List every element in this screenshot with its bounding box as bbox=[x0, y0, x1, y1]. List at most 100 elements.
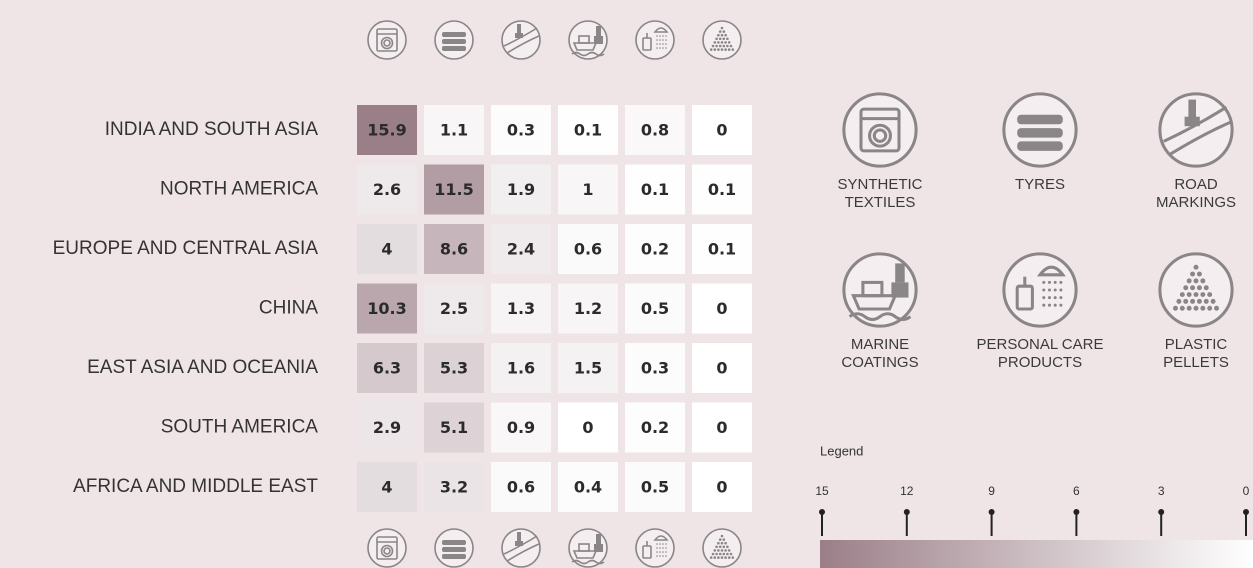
icon-circle bbox=[702, 528, 742, 568]
cell-value: 0.6 bbox=[574, 240, 602, 259]
legend-tick-pin bbox=[1243, 509, 1249, 515]
icon-part bbox=[1059, 296, 1063, 300]
category-label: SYNTHETIC TEXTILES bbox=[837, 176, 923, 211]
icon-part bbox=[665, 547, 667, 549]
icon-part bbox=[376, 536, 398, 560]
icon-part bbox=[713, 41, 717, 44]
category-icon bbox=[434, 528, 474, 568]
cell-value: 1.2 bbox=[574, 299, 602, 318]
icon-part bbox=[662, 43, 664, 45]
icon-part bbox=[1200, 292, 1206, 298]
category-label: ROAD MARKINGS bbox=[1155, 176, 1236, 211]
heatmap-cell bbox=[692, 343, 752, 393]
icon-part bbox=[1059, 288, 1063, 292]
cell-value: 0.9 bbox=[507, 418, 535, 437]
row-label: AFRICA AND MIDDLE EAST bbox=[73, 476, 318, 497]
icon-part bbox=[717, 41, 720, 44]
category-icon bbox=[1158, 252, 1234, 328]
heatmap-cell bbox=[357, 105, 417, 155]
icon-part bbox=[383, 547, 391, 555]
icon-part bbox=[1179, 292, 1185, 298]
icon-part bbox=[1207, 292, 1213, 298]
legend-tick-pin bbox=[1073, 509, 1080, 515]
icon-circle bbox=[635, 20, 675, 60]
heatmap-cell bbox=[625, 343, 685, 393]
icon-part bbox=[656, 555, 658, 557]
heatmap-cell bbox=[357, 224, 417, 274]
icon-part bbox=[665, 43, 667, 45]
category-icon bbox=[434, 20, 474, 60]
icon-part bbox=[715, 545, 718, 549]
heatmap-cell bbox=[558, 164, 618, 215]
icon-part bbox=[662, 551, 664, 553]
row-label: SOUTH AMERICA bbox=[161, 417, 319, 438]
category-icon bbox=[1002, 252, 1078, 328]
icon-part bbox=[722, 30, 726, 33]
icon-part bbox=[662, 47, 664, 49]
icon-part bbox=[442, 540, 466, 545]
legend-tick-pin bbox=[903, 509, 910, 515]
icon-part bbox=[1053, 296, 1057, 300]
heatmap-cell bbox=[491, 283, 551, 334]
cell-value: 5.1 bbox=[440, 418, 468, 437]
cell-value: 0.5 bbox=[641, 478, 669, 497]
cell-value: 1.1 bbox=[440, 121, 468, 140]
icon-part bbox=[653, 27, 669, 33]
cell-value: 5.3 bbox=[440, 359, 468, 378]
category-icon bbox=[367, 20, 407, 60]
heatmap-cell bbox=[357, 402, 417, 453]
heatmap-cell bbox=[357, 164, 417, 215]
category-icon bbox=[568, 528, 608, 568]
icon-part bbox=[659, 39, 661, 41]
icon-part bbox=[720, 33, 724, 37]
legend-title: Legend bbox=[820, 443, 863, 458]
cell-value: 0.5 bbox=[641, 299, 669, 318]
heatmap-cell bbox=[692, 462, 752, 512]
icon-part bbox=[711, 44, 715, 48]
icon-part bbox=[1015, 284, 1034, 311]
icon-part bbox=[713, 549, 717, 552]
category-icon bbox=[702, 20, 742, 60]
icon-part bbox=[731, 556, 735, 559]
icon-part bbox=[1214, 305, 1219, 311]
cell-value: 2.9 bbox=[373, 418, 401, 437]
icon-part bbox=[659, 551, 661, 553]
category-icon bbox=[501, 528, 541, 568]
icon-part bbox=[656, 43, 658, 45]
icon-circle bbox=[702, 20, 742, 60]
icon-part bbox=[718, 545, 722, 549]
cell-value: 0 bbox=[716, 299, 727, 318]
icon-part bbox=[1017, 128, 1063, 138]
icon-part bbox=[724, 33, 727, 37]
category-icon bbox=[1002, 92, 1078, 168]
icon-part bbox=[722, 545, 726, 549]
icon-part bbox=[1184, 116, 1200, 127]
icon-part bbox=[722, 538, 726, 541]
icon-part bbox=[1193, 305, 1199, 311]
cell-value: 0.1 bbox=[574, 121, 602, 140]
icon-part bbox=[724, 541, 727, 545]
icon-part bbox=[731, 48, 735, 51]
icon-part bbox=[729, 552, 733, 556]
icon-part bbox=[1053, 303, 1057, 307]
icon-part bbox=[662, 547, 664, 549]
icon-part bbox=[1047, 296, 1052, 300]
icon-part bbox=[659, 35, 661, 37]
heatmap-cell bbox=[491, 462, 551, 512]
icon-part bbox=[709, 556, 713, 559]
icon-part bbox=[1183, 285, 1189, 291]
icon-part bbox=[517, 24, 521, 34]
icon-part bbox=[720, 534, 724, 538]
heatmap-cell bbox=[625, 105, 685, 155]
cell-value: 0 bbox=[716, 359, 727, 378]
cell-value: 0.2 bbox=[641, 240, 669, 259]
icon-part bbox=[1196, 285, 1202, 291]
cell-value: 0.3 bbox=[641, 359, 669, 378]
icon-part bbox=[720, 549, 724, 552]
icon-part bbox=[1047, 288, 1052, 292]
icon-part bbox=[715, 44, 718, 48]
icon-part bbox=[665, 35, 667, 37]
cell-value: 1 bbox=[582, 180, 593, 199]
icon-part bbox=[656, 543, 658, 545]
icon-part bbox=[715, 37, 718, 41]
